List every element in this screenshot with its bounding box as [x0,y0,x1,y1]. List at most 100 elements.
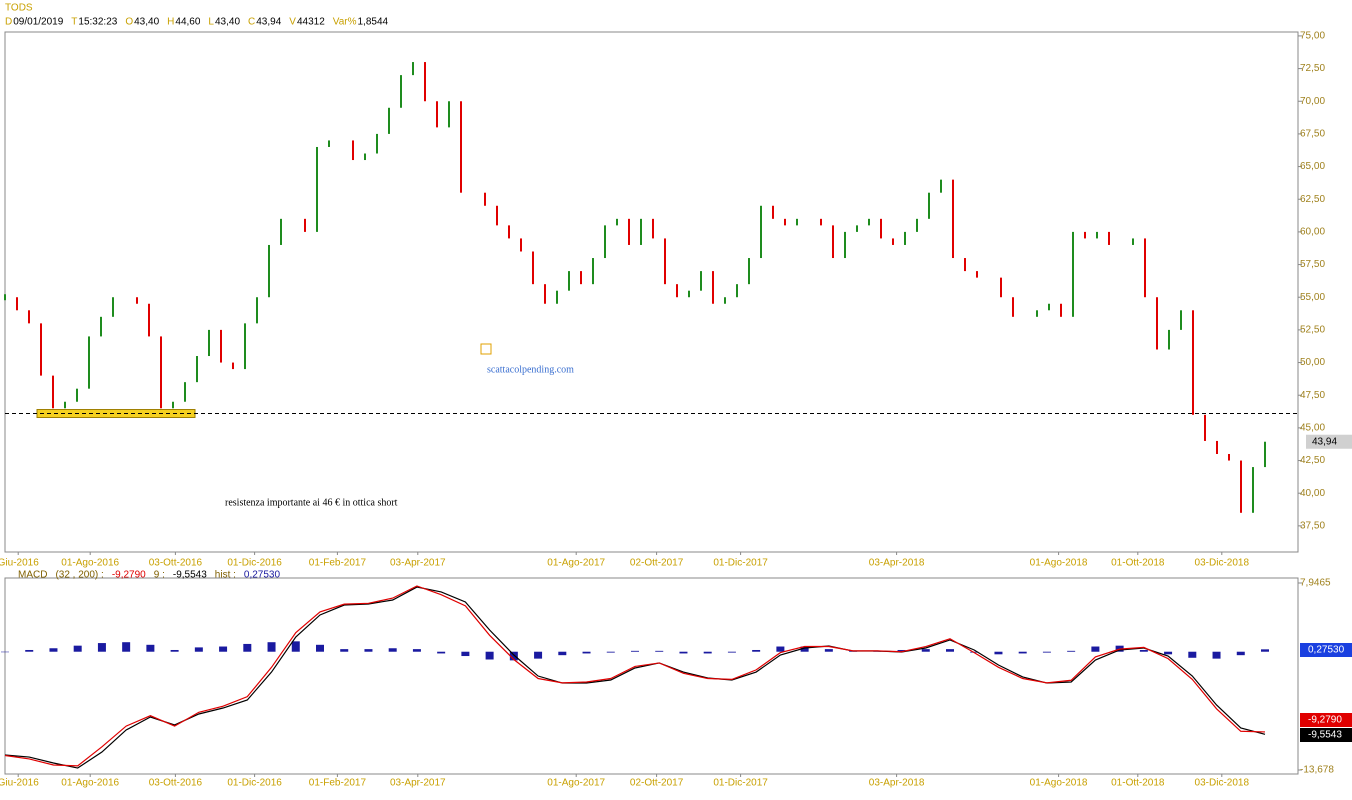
histogram-bar [1164,651,1173,655]
signal-value: -9,5543 [173,570,207,581]
histogram-bar [25,649,34,652]
header-value: 43,40 [215,17,240,28]
x-tick-label: Giu-2016 [0,558,39,569]
y-tick-label: 52,50 [1300,325,1325,336]
header-value: 44,60 [175,17,200,28]
x-tick-label: 02-Ott-2017 [630,778,684,789]
annotation: resistenza importante ai 46 € in ottica … [225,497,398,508]
price-panel [4,31,1299,553]
x-tick-label: Giu-2016 [0,778,39,789]
header-value: 43,94 [256,17,281,28]
last-price-label: 43,94 [1312,436,1337,447]
histogram-bar [364,649,373,652]
histogram-bar [485,651,494,660]
y-tick-label: 55,00 [1300,292,1325,303]
x-tick-label: 01-Feb-2017 [309,778,367,789]
y-tick-label: 47,50 [1300,390,1325,401]
histogram-bar [267,642,276,652]
histogram-bar [582,651,591,654]
watermark: scattacolpending.com [487,364,574,375]
x-tick-label: 01-Feb-2017 [309,558,367,569]
histogram-bar [316,644,324,652]
value-box [1300,728,1352,742]
histogram-bar [1067,650,1076,652]
histogram-bar [194,647,203,652]
histogram-bar [558,651,567,656]
histogram-bar [655,650,664,652]
x-tick-label: 01-Ott-2018 [1111,558,1165,569]
header-key: L [208,17,214,28]
histogram-bar [727,651,736,653]
support-zone [36,409,196,419]
value-box [1300,713,1352,727]
y-tick-label: -13,678 [1300,765,1334,776]
y-tick-label: 60,00 [1300,227,1325,238]
histogram-bar [994,651,1003,655]
y-tick-label: 72,50 [1300,63,1325,74]
histogram-bar [679,651,688,654]
histogram-bar [170,649,179,652]
header-value: 15:32:23 [78,17,117,28]
histogram-bar [122,642,131,652]
x-tick-label: 03-Apr-2017 [390,558,446,569]
histogram-bar [1236,651,1245,656]
y-tick-label: 45,00 [1300,423,1325,434]
histogram-bar [97,643,106,652]
x-tick-label: 03-Apr-2018 [869,778,925,789]
header-key: O [125,17,133,28]
histogram-bar [606,651,615,653]
x-tick-label: 01-Dic-2017 [713,778,768,789]
x-tick-label: 01-Ago-2018 [1030,558,1088,569]
histogram-bar [703,651,712,654]
anchor-square [480,343,492,355]
x-tick-label: 01-Ott-2018 [1111,778,1165,789]
header-value: 1,8544 [357,17,388,28]
x-tick-label: 03-Dic-2018 [1195,558,1250,569]
y-tick-label: 75,00 [1300,31,1325,42]
y-tick-label: 67,50 [1300,129,1325,140]
histogram-bar [243,643,252,652]
x-tick-label: 03-Ott-2016 [149,778,203,789]
header-key: T [71,17,77,28]
x-tick-label: 01-Dic-2016 [227,558,282,569]
x-tick-label: 01-Ago-2016 [61,558,119,569]
x-tick-label: 03-Ott-2016 [149,558,203,569]
value-box-label: -9,2790 [1308,715,1342,726]
y-tick-label: 37,50 [1300,521,1325,532]
y-tick-label: 40,00 [1300,488,1325,499]
header-key: Var% [333,17,357,28]
x-tick-label: 03-Dic-2018 [1195,778,1250,789]
y-tick-label: 70,00 [1300,96,1325,107]
histogram-bar [921,649,930,652]
x-tick-label: 02-Ott-2017 [630,558,684,569]
y-tick-label: 65,00 [1300,161,1325,172]
histogram-bar [1091,646,1100,652]
macd-name: MACD [18,570,47,581]
histogram-bar [534,651,543,659]
histogram-bar [631,650,639,652]
x-tick-label: 01-Ago-2016 [61,778,119,789]
last-price-box [1306,434,1352,449]
histogram-bar [824,649,833,652]
histogram-bar [340,649,349,652]
histogram-bar [49,648,58,652]
y-tick-label: 50,00 [1300,357,1325,368]
y-tick-label: 57,50 [1300,259,1325,270]
macd-params: (32 , 200) : [55,570,103,581]
histogram-bar [146,644,155,652]
histogram-bar [291,641,300,652]
histogram-bar [800,646,809,652]
histogram-bar [1261,649,1269,652]
histogram-bar [946,649,954,652]
y-tick-label: 42,50 [1300,455,1325,466]
symbol: TODS [5,3,33,14]
histogram-bar [219,646,228,652]
macd-line [4,586,1266,769]
histogram-bar [461,651,470,657]
histogram-bar [1212,651,1221,659]
header-key: H [167,17,174,28]
histogram-bar [73,645,82,652]
header-key: C [248,17,255,28]
